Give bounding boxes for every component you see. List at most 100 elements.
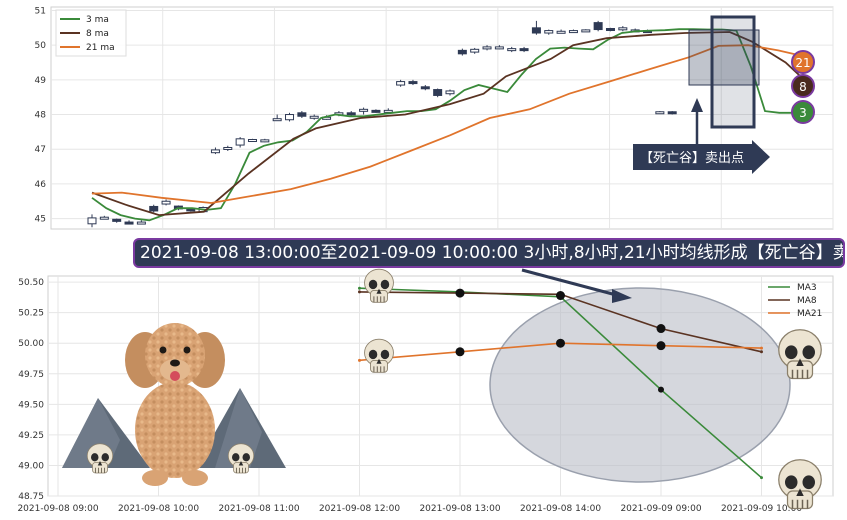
top-y-tick-label: 50 (35, 41, 47, 51)
candle-body (667, 111, 677, 115)
badge-21-circle (791, 50, 815, 74)
crossing-marker (556, 338, 565, 348)
candle-body (396, 81, 406, 86)
bottom-x-ticks: 2021-09-08 09:00 2021-09-08 10:00 2021-09-… (17, 504, 802, 514)
candle-body (223, 146, 233, 150)
top-legend: 3 ma 8 ma 21 ma (55, 9, 127, 57)
bottom-y-ticks: 48.75 49.00 49.25 49.50 49.75 50.00 50.25 50.50 (18, 278, 44, 502)
bottom-x-tick-label: 2021-09-08 14:00 (520, 504, 601, 514)
crossing-marker (658, 386, 664, 393)
bottom-y-tick-label: 50.25 (18, 309, 44, 319)
banner-sell-signal: 2021-09-08 13:00:00至2021-09-09 10:00:00 … (133, 238, 845, 268)
candle-body (235, 138, 245, 146)
badge-8-label: 8 (799, 80, 807, 94)
candle-body (655, 111, 665, 115)
top-y-tick-label: 46 (35, 180, 47, 190)
dog-right-eye (183, 346, 191, 354)
legend-label-MA21: MA21 (797, 309, 822, 319)
highlight-ellipse (489, 287, 791, 483)
legend-label-ma8: 8 ma (86, 29, 109, 39)
candle-body (593, 22, 603, 31)
candle-body (346, 112, 356, 116)
legend-label-ma21: 21 ma (86, 43, 115, 53)
pointer-arrow-shaft (521, 268, 621, 298)
bottom-y-tick-label: 50.50 (18, 278, 44, 288)
bottom-y-tick-label: 48.75 (18, 492, 44, 502)
candle-body (568, 30, 578, 34)
candle-body (482, 46, 492, 50)
bottom-x-tick-label: 2021-09-08 12:00 (319, 504, 400, 514)
highlight-box-inner (688, 29, 760, 86)
candle-body (457, 49, 467, 55)
candle-body (285, 114, 295, 121)
dog-muzzle (160, 359, 190, 381)
candle-body (383, 109, 393, 113)
candle-body (124, 221, 134, 225)
crossing-marker (656, 341, 666, 351)
legend-label-MA3: MA3 (797, 283, 817, 293)
bottom-chart: 48.75 49.00 49.25 49.50 49.75 50.00 50.25 50.50… (17, 268, 834, 514)
highlight-box-outer (710, 15, 756, 129)
dog-tongue (170, 371, 180, 381)
badge-3-label: 3 (799, 106, 807, 120)
dog-head (145, 323, 205, 387)
bottom-x-tick-label: 2021-09-08 10:00 (118, 504, 199, 514)
candle-body (272, 118, 282, 122)
series-point-MA21 (760, 346, 763, 350)
dog-left-eye (159, 346, 167, 354)
candle-body (247, 139, 257, 143)
candle-body (297, 112, 307, 117)
pointer-arrow-head-icon (612, 289, 632, 303)
up-arrow-head-icon (691, 98, 703, 112)
candle-body (531, 27, 541, 34)
series-line-3-ma (91, 28, 809, 222)
bottom-legend: MA3 MA8 MA21 (768, 283, 822, 319)
candle-body (556, 30, 566, 34)
legend-label-ma3: 3 ma (86, 15, 109, 25)
candle-body (99, 216, 109, 220)
candle-body (371, 109, 381, 113)
poodle-dog-icon (125, 323, 225, 486)
candle-body (112, 218, 122, 222)
dog-left-paw (142, 470, 168, 486)
crossing-marker (656, 324, 666, 334)
bottom-x-tick-label: 2021-09-09 09:00 (620, 504, 701, 514)
candle-body (433, 89, 443, 96)
candle-body (87, 217, 97, 225)
bottom-markers (455, 288, 666, 393)
bottom-x-tick-label: 2021-09-08 11:00 (218, 504, 299, 514)
badge-3-circle (791, 100, 815, 124)
candle-body (581, 29, 591, 33)
candle-body (618, 27, 628, 31)
candle-body (519, 48, 529, 52)
top-grid (51, 7, 834, 229)
top-y-tick-label: 47 (35, 145, 46, 155)
badge-8-circle (791, 74, 815, 98)
candle-body (359, 108, 369, 112)
skull-icon (777, 458, 823, 510)
badge-21: 21 (791, 50, 815, 74)
top-plot-area (50, 6, 834, 230)
series-point-MA3 (358, 286, 361, 290)
candle-body (149, 205, 159, 212)
candle-body (544, 30, 554, 34)
sell-callout: 【死亡谷】卖出点 (633, 140, 770, 174)
bottom-y-tick-label: 49.25 (18, 431, 44, 441)
candle-body (605, 28, 615, 32)
badge-21-label: 21 (795, 56, 810, 70)
candle-body (445, 90, 455, 95)
dog-body (135, 382, 215, 478)
candlesticks (87, 20, 677, 228)
dog-nose (170, 359, 180, 367)
series-point-MA8 (358, 290, 361, 294)
series-point-MA3 (760, 476, 763, 480)
series-point-MA21 (358, 358, 361, 362)
series-line-8-ma (91, 31, 809, 217)
top-chart: 45 46 47 48 49 50 51 3 ma 8 ma 21 ma 21 8 3 (35, 6, 834, 230)
top-y-ticks: 45 46 47 48 49 50 51 (35, 6, 47, 224)
candle-body (494, 46, 504, 50)
bottom-y-tick-label: 49.75 (18, 370, 44, 380)
candle-body (309, 115, 319, 119)
series-point-MA8 (760, 350, 763, 354)
bottom-x-tick-label: 2021-09-09 10:00 (721, 504, 802, 514)
